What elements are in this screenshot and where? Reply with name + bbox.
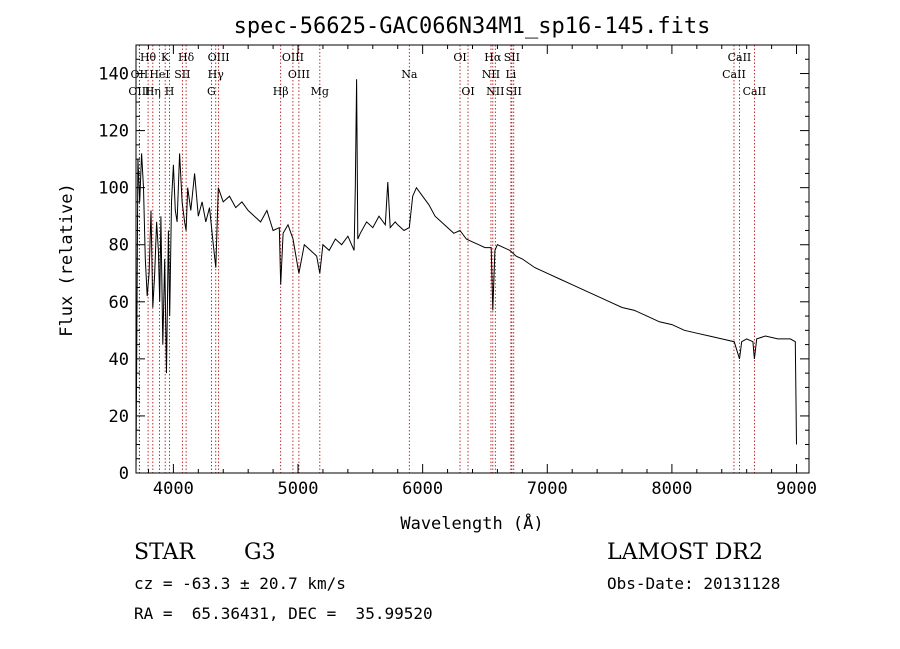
redshift-value: cz = -63.3 ± 20.7 km/s [134, 574, 346, 593]
spectrum-line [135, 79, 797, 474]
marker-label-12: OIII [282, 51, 304, 64]
y-tick-label-5: 100 [98, 179, 129, 199]
marker-label-22: SII [504, 51, 520, 64]
y-tick-label-6: 120 [98, 122, 129, 142]
y-tick-label-3: 60 [109, 293, 129, 313]
marker-label-16: Na [401, 68, 418, 81]
marker-label-2: OIII [128, 85, 150, 98]
marker-label-18: OI [461, 85, 474, 98]
marker-label-11: G [207, 85, 216, 98]
y-tick-label-2: 40 [109, 350, 129, 370]
x-tick-label-2: 6000 [402, 479, 443, 499]
marker-label-1: OII [131, 68, 149, 81]
y-tick-label-7: 140 [98, 65, 129, 85]
marker-label-7: H [165, 85, 175, 98]
x-tick-label-3: 7000 [527, 479, 568, 499]
marker-label-25: CaII [728, 51, 752, 64]
x-axis-label: Wavelength (Å) [400, 512, 543, 534]
spectral-line-markers [138, 45, 755, 473]
marker-label-15: Mg [311, 85, 329, 98]
marker-label-9: OIII [208, 51, 230, 64]
chart-title: spec-56625-GAC066N34M1_sp16-145.fits [234, 14, 711, 39]
x-tick-label-5: 9000 [776, 479, 817, 499]
survey-name: LAMOST DR2 [607, 540, 763, 565]
y-axis: 0 20 40 60 80 100 120 140 [98, 44, 809, 484]
x-tick-label-4: 8000 [651, 479, 692, 499]
observation-date: Obs-Date: 20131128 [607, 574, 781, 593]
marker-label-14: Hβ [273, 85, 289, 98]
coordinates: RA = 65.36431, DEC = 35.99520 [134, 604, 433, 623]
marker-label-20: NII [482, 68, 500, 81]
marker-label-26: CaII [722, 68, 746, 81]
marker-label-13: OIII [288, 68, 310, 81]
x-axis: 4000 5000 6000 7000 8000 9000 [147, 45, 817, 499]
y-tick-label-1: 20 [109, 407, 129, 427]
marker-label-17: OI [453, 51, 466, 64]
y-axis-label: Flux (relative) [57, 183, 77, 337]
x-tick-label-1: 5000 [278, 479, 319, 499]
object-subclass: G3 [244, 540, 276, 565]
y-tick-label-4: 80 [109, 236, 129, 256]
marker-label-19: Hα [484, 51, 502, 64]
marker-label-0: Hθ [140, 51, 157, 64]
marker-label-21: NII [486, 85, 504, 98]
x-tick-label-0: 4000 [153, 479, 194, 499]
marker-label-4: HeI [149, 68, 169, 81]
marker-label-8: Hδ [178, 51, 195, 64]
marker-label-10: Hγ [208, 68, 225, 81]
plot-frame [135, 44, 810, 474]
marker-label-24: SII [506, 85, 522, 98]
spectral-line-labels: Hθ OII OIII K HeI Hη SII H Hδ OIII Hγ G OIII OIII Hβ Mg… [128, 51, 766, 98]
marker-label-23: Li [505, 68, 516, 81]
marker-label-3: K [161, 51, 170, 64]
marker-label-5: Hη [145, 85, 161, 98]
marker-label-6: SII [174, 68, 190, 81]
y-tick-label-0: 0 [119, 464, 129, 484]
object-class: STAR [134, 540, 195, 565]
marker-label-27: CaII [743, 85, 767, 98]
